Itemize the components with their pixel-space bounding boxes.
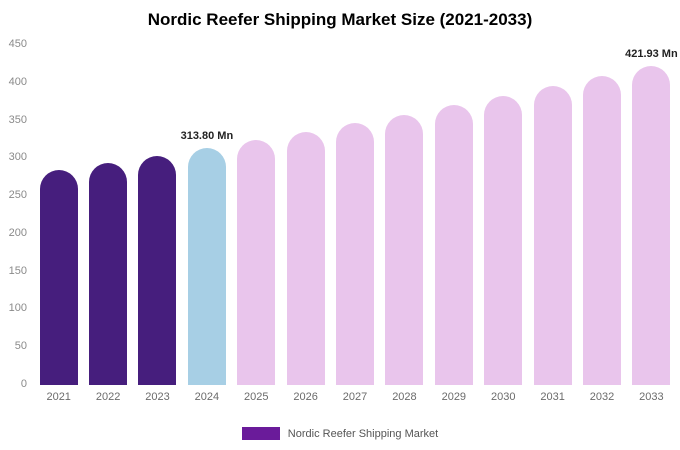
bar-slot: 2027 (330, 45, 379, 407)
bar-2033 (632, 66, 671, 385)
legend: Nordic Reefer Shipping Market (0, 427, 680, 440)
y-axis-tick: 300 (8, 151, 27, 164)
x-axis-label: 2032 (589, 391, 615, 403)
x-axis-label: 2025 (244, 391, 269, 403)
bar-slot: 313.80 Mn 2024 (180, 45, 234, 407)
plot-area: 2021 2022 2023 313.80 Mn 2024 2025 2026 2027 202… (34, 45, 678, 407)
y-axis-tick: 450 (8, 38, 27, 50)
x-axis-label: 2028 (392, 391, 417, 403)
bar-slot: 421.93 Mn 2033 (625, 45, 678, 407)
bar-2024 (187, 147, 226, 385)
bar-2027 (336, 123, 375, 385)
x-axis-label: 2024 (194, 391, 220, 403)
y-axis-tick: 350 (8, 113, 27, 126)
y-axis-tick: 400 (8, 75, 27, 88)
bar-2026 (286, 131, 325, 385)
bar-slot: 2026 (281, 45, 330, 407)
bar-slot: 2025 (232, 45, 281, 407)
bar-2030 (484, 96, 523, 385)
x-axis-label: 2029 (441, 391, 467, 403)
bar-slot: 2028 (380, 45, 429, 407)
legend-label: Nordic Reefer Shipping Market (287, 427, 439, 440)
bar-slot: 2029 (429, 45, 478, 407)
data-label: 313.80 Mn (180, 129, 234, 142)
x-axis-label: 2026 (293, 391, 318, 403)
bar-slot: 2021 (34, 45, 83, 407)
bar-2031 (533, 86, 572, 385)
data-label: 421.93 Mn (625, 48, 678, 61)
y-axis-tick: 100 (8, 302, 27, 315)
y-axis-tick: 250 (8, 189, 27, 202)
x-axis-label: 2022 (95, 391, 121, 403)
bar-2021 (39, 170, 78, 385)
bar-2023 (138, 155, 177, 385)
bar-slot: 2031 (528, 45, 577, 407)
x-axis-label: 2033 (639, 391, 664, 403)
legend-swatch (241, 427, 280, 440)
bar-slot: 2022 (83, 45, 132, 407)
bar-slot: 2030 (479, 45, 528, 407)
x-axis-label: 2031 (540, 391, 565, 403)
y-axis-tick: 0 (20, 378, 27, 390)
bar-2029 (434, 105, 473, 385)
y-axis-tick: 150 (8, 264, 27, 277)
bar-slot: 2032 (577, 45, 626, 407)
bar-2028 (385, 114, 424, 385)
y-axis: 0 50 100 150 200 250 300 350 400 450 (0, 39, 30, 390)
x-axis-label: 2030 (490, 391, 516, 403)
y-axis-tick: 50 (14, 340, 27, 353)
bar-2025 (237, 139, 276, 385)
bar-slot: 2023 (133, 45, 182, 407)
x-axis-label: 2027 (342, 391, 368, 403)
x-axis-label: 2023 (145, 391, 170, 403)
bar-2022 (89, 163, 128, 385)
y-axis-tick: 200 (8, 226, 27, 239)
bar-2032 (582, 76, 621, 385)
chart-title: Nordic Reefer Shipping Market Size (2021… (147, 10, 533, 29)
x-axis-label: 2021 (46, 391, 71, 403)
